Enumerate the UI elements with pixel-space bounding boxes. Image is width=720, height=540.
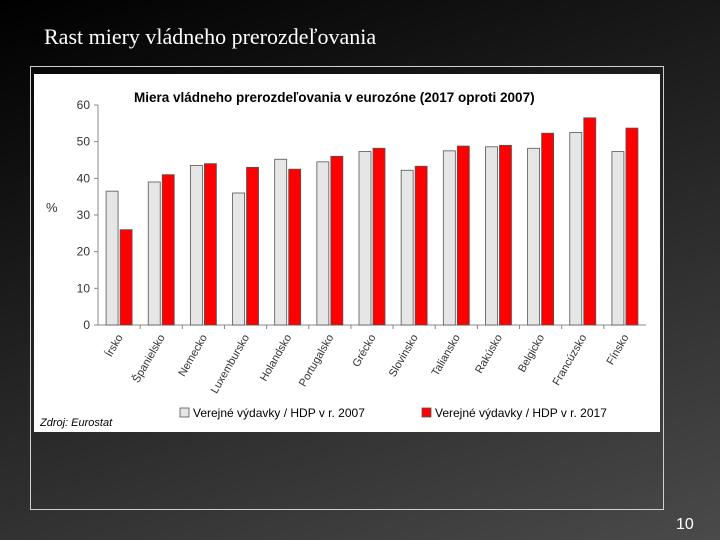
x-category-label: Holandsko <box>258 333 294 384</box>
bar-2017-3 <box>246 166 259 326</box>
bar-chart: Miera vládneho prerozdeľovania v eurozón… <box>39 90 646 429</box>
bar-2007-6 <box>358 151 372 326</box>
x-category-label: Fínsko <box>605 333 632 368</box>
x-category-label: Nemecko <box>176 333 210 379</box>
bar-2017-12 <box>625 127 639 326</box>
bar-2007-11 <box>569 132 583 326</box>
source-note: Zdroj: Eurostat <box>39 417 113 429</box>
chart-title: Miera vládneho prerozdeľovania v eurozón… <box>134 90 535 105</box>
legend-label-2007: Verejné výdavky / HDP v r. 2007 <box>193 406 365 420</box>
page-number: 10 <box>676 516 694 533</box>
x-category-label: Grécko <box>350 333 378 370</box>
bar-2017-7 <box>414 165 428 326</box>
y-tick-label: 0 <box>83 318 90 332</box>
y-tick-label: 60 <box>77 98 91 112</box>
bar-2007-8 <box>442 150 456 326</box>
chart-container: Miera vládneho prerozdeľovania v eurozón… <box>34 74 660 432</box>
bar-2017-1 <box>161 174 175 326</box>
y-tick-label: 50 <box>77 135 91 149</box>
x-category-label: Španielsko <box>130 332 168 385</box>
bar-2007-3 <box>232 192 245 326</box>
bar-2007-5 <box>316 161 330 326</box>
y-tick-label: 20 <box>77 245 91 259</box>
bar-2017-6 <box>372 147 386 326</box>
bar-2007-1 <box>147 181 161 326</box>
x-category-label: Luxembursko <box>209 333 252 396</box>
y-tick-label: 10 <box>77 281 91 295</box>
bar-2017-5 <box>330 155 344 326</box>
bar-2017-8 <box>456 145 470 326</box>
x-category-label: Francúzsko <box>551 333 590 388</box>
x-category-label: Belgicko <box>516 332 547 374</box>
bar-2017-4 <box>288 168 302 326</box>
x-category-label: Slovinsko <box>387 333 421 380</box>
legend: Verejné výdavky / HDP v r. 2007 Verejné … <box>179 406 607 420</box>
bar-2007-9 <box>485 146 498 326</box>
x-category-label: Taliansko <box>430 333 463 379</box>
legend-label-2017: Verejné výdavky / HDP v r. 2017 <box>435 406 607 420</box>
bar-2017-10 <box>541 132 555 326</box>
bar-2007-4 <box>274 158 288 326</box>
y-axis-label: % <box>46 200 58 215</box>
x-category-label: Portugalsko <box>297 333 336 389</box>
bar-2017-2 <box>203 163 217 326</box>
bar-2007-2 <box>189 165 203 326</box>
x-category-label: Írsko <box>102 332 125 359</box>
bar-2017-0 <box>119 229 133 326</box>
bar-2007-0 <box>105 190 119 326</box>
content-frame <box>30 66 664 510</box>
bar-2017-11 <box>583 117 597 326</box>
y-tick-label: 40 <box>77 171 91 185</box>
x-category-label: Rakúsko <box>473 333 505 376</box>
legend-swatch-2017 <box>421 407 432 418</box>
bar-2007-12 <box>611 151 625 326</box>
bar-2007-10 <box>527 147 541 326</box>
legend-swatch-2007 <box>179 407 190 418</box>
bar-2007-7 <box>400 169 414 326</box>
bar-2017-9 <box>499 144 512 326</box>
y-tick-label: 30 <box>77 208 91 222</box>
slide-title: Rast miery vládneho prerozdeľovania <box>44 24 377 49</box>
